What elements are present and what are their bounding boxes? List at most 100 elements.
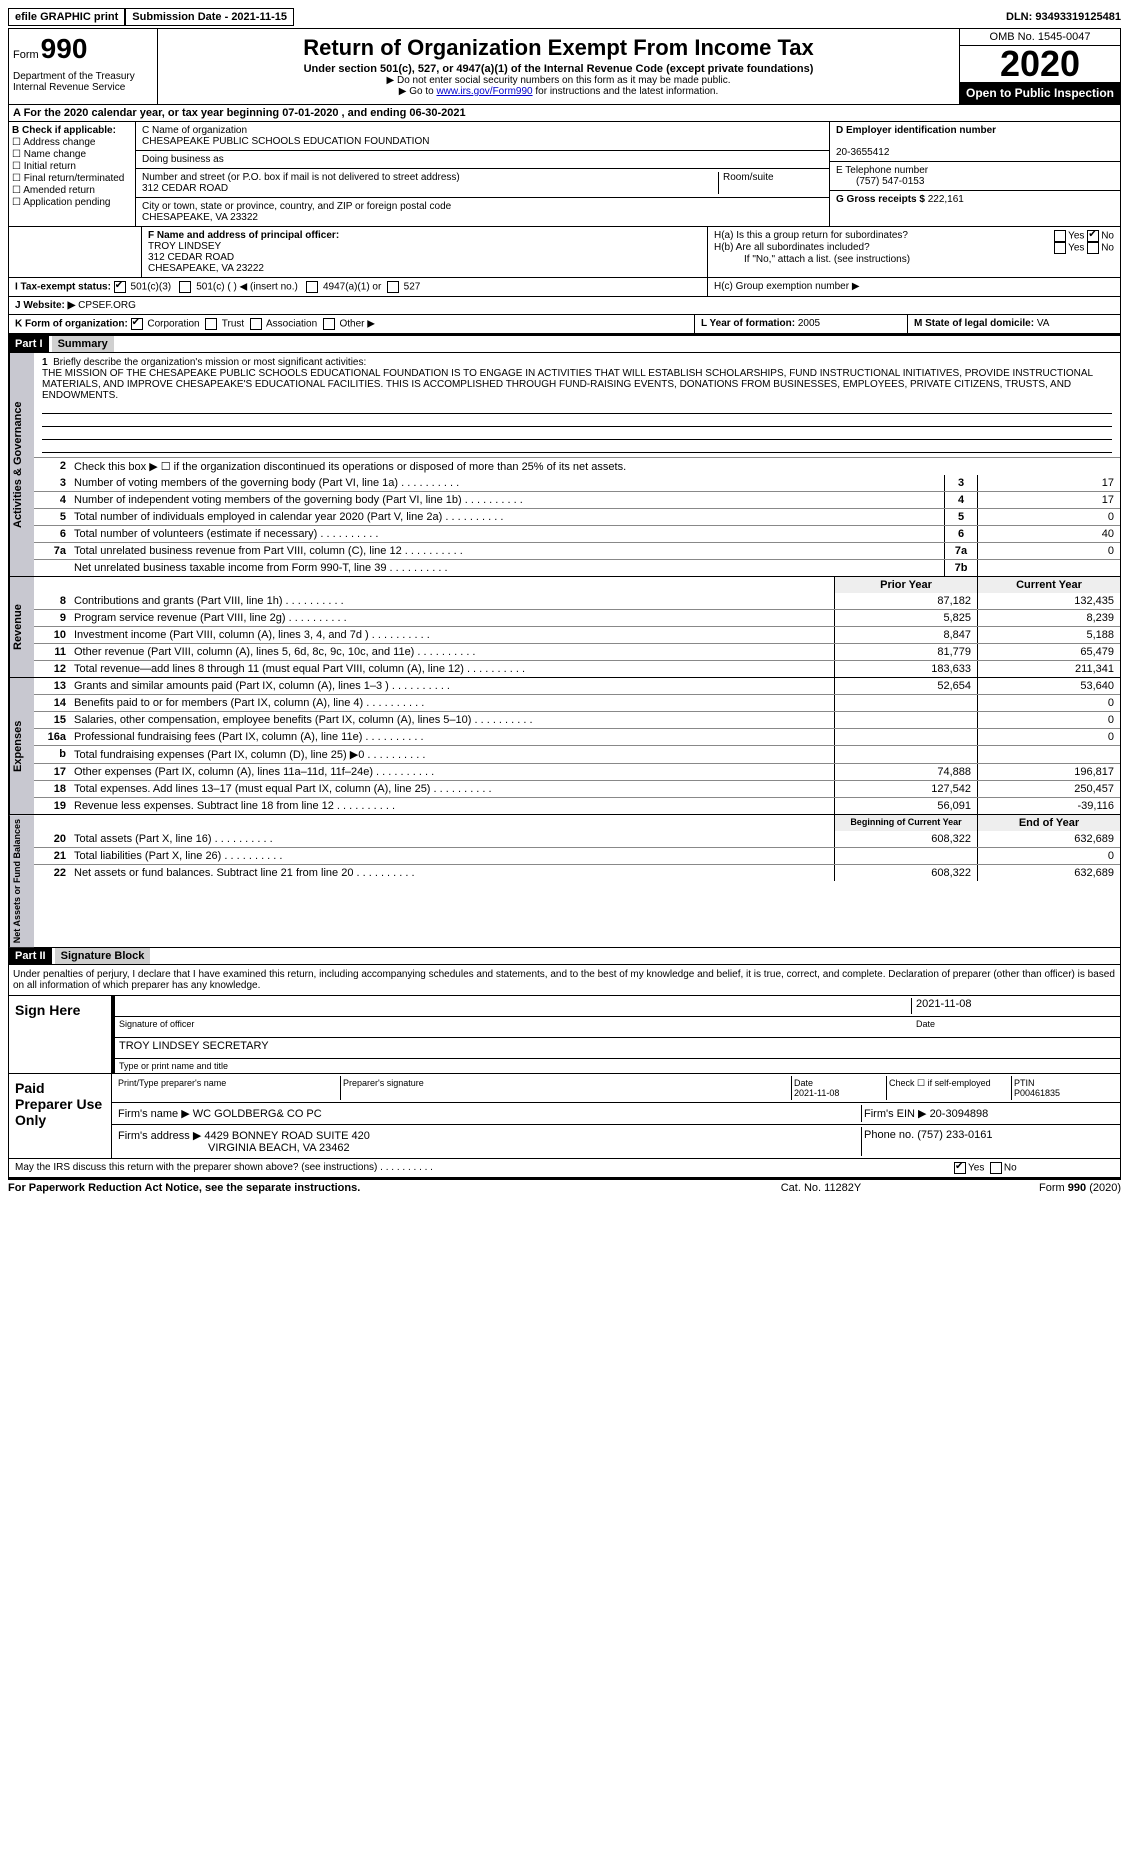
chk-501c[interactable] <box>179 281 191 293</box>
check-self-employed[interactable]: Check ☐ if self-employed <box>887 1076 1012 1100</box>
goto-pre: ▶ Go to <box>399 86 437 97</box>
summary-line: 16aProfessional fundraising fees (Part I… <box>34 728 1120 745</box>
dln: DLN: 93493319125481 <box>1006 11 1121 23</box>
prep-date: 2021-11-08 <box>794 1088 839 1098</box>
chk-501c3[interactable] <box>114 281 126 293</box>
hb-no[interactable] <box>1087 242 1099 254</box>
q1-text: THE MISSION OF THE CHESAPEAKE PUBLIC SCH… <box>42 368 1093 401</box>
officer-sig-date: 2021-11-08 <box>911 998 1116 1014</box>
officer-label: F Name and address of principal officer: <box>148 230 339 241</box>
section-governance: Activities & Governance 1 Briefly descri… <box>9 353 1120 577</box>
summary-line: 13Grants and similar amounts paid (Part … <box>34 678 1120 694</box>
form-container: Form 990 Department of the Treasury Inte… <box>8 28 1121 1178</box>
efile-print-button[interactable]: efile GRAPHIC print <box>8 8 125 26</box>
form-number: Form 990 <box>13 33 153 65</box>
part2-header-row: Part II Signature Block <box>9 948 1120 965</box>
summary-line: 3Number of voting members of the governi… <box>34 475 1120 491</box>
discuss-yes[interactable] <box>954 1162 966 1174</box>
tax-year: 2020 <box>960 46 1120 82</box>
row-a-tax-year: A For the 2020 calendar year, or tax yea… <box>9 105 1120 122</box>
top-bar: efile GRAPHIC print Submission Date - 20… <box>8 8 1121 26</box>
discuss-row: May the IRS discuss this return with the… <box>9 1159 1120 1177</box>
phone-value: (757) 547-0153 <box>836 176 924 187</box>
form-no: 990 <box>41 33 88 65</box>
domicile-label: M State of legal domicile: <box>914 318 1034 329</box>
prep-sig-label: Preparer's signature <box>341 1076 792 1100</box>
part1-header-row: Part I Summary <box>9 334 1120 353</box>
summary-line: 17Other expenses (Part IX, column (A), l… <box>34 763 1120 780</box>
ha-no[interactable] <box>1087 230 1099 242</box>
chk-application-pending[interactable]: ☐ Application pending <box>12 197 132 208</box>
chk-association[interactable] <box>250 318 262 330</box>
website-value: CPSEF.ORG <box>78 300 136 311</box>
chk-trust[interactable] <box>205 318 217 330</box>
chk-527[interactable] <box>387 281 399 293</box>
summary-line: 7aTotal unrelated business revenue from … <box>34 542 1120 559</box>
warning-ssn: ▶ Do not enter social security numbers o… <box>162 75 955 86</box>
summary-line: 14Benefits paid to or for members (Part … <box>34 694 1120 711</box>
hb-label: H(b) Are all subordinates included? <box>714 242 870 254</box>
discuss-no[interactable] <box>990 1162 1002 1174</box>
footer-catno: Cat. No. 11282Y <box>721 1182 921 1194</box>
firm-addr: 4429 BONNEY ROAD SUITE 420 <box>204 1130 369 1142</box>
city-value: CHESAPEAKE, VA 23322 <box>142 212 258 223</box>
officer-name: TROY LINDSEY <box>148 241 221 252</box>
room-label: Room/suite <box>723 172 774 183</box>
q2-text: Check this box ▶ ☐ if the organization d… <box>70 458 1120 475</box>
hb-note: If "No," attach a list. (see instruction… <box>714 254 1114 265</box>
year-formation-label: L Year of formation: <box>701 318 795 329</box>
chk-name-change[interactable]: ☐ Name change <box>12 149 132 160</box>
city-label: City or town, state or province, country… <box>142 201 451 212</box>
domicile-value: VA <box>1037 318 1050 329</box>
firm-name-label: Firm's name ▶ <box>118 1108 190 1120</box>
part1-label: Part I <box>9 336 49 352</box>
vlabel-revenue: Revenue <box>9 577 34 677</box>
row-f-h: F Name and address of principal officer:… <box>9 227 1120 278</box>
website-label: J Website: ▶ <box>15 300 75 311</box>
firm-ein: 20-3094898 <box>930 1108 989 1120</box>
chk-amended-return[interactable]: ☐ Amended return <box>12 185 132 196</box>
discuss-label: May the IRS discuss this return with the… <box>15 1162 377 1173</box>
date-label: Date <box>912 1019 1116 1035</box>
mission-block: 1 Briefly describe the organization's mi… <box>34 353 1120 457</box>
col-b-header: B Check if applicable: <box>12 125 132 136</box>
summary-line: Net unrelated business taxable income fr… <box>34 559 1120 576</box>
dba-label: Doing business as <box>142 154 224 165</box>
chk-final-return[interactable]: ☐ Final return/terminated <box>12 173 132 184</box>
chk-4947[interactable] <box>306 281 318 293</box>
paid-preparer-label: Paid Preparer Use Only <box>9 1074 111 1158</box>
irs-link[interactable]: www.irs.gov/Form990 <box>436 86 532 97</box>
q1-label: Briefly describe the organization's miss… <box>53 357 366 368</box>
chk-address-change[interactable]: ☐ Address change <box>12 137 132 148</box>
chk-corporation[interactable] <box>131 318 143 330</box>
street-value: 312 CEDAR ROAD <box>142 183 228 194</box>
form-subtitle: Under section 501(c), 527, or 4947(a)(1)… <box>162 63 955 75</box>
ein-label: D Employer identification number <box>836 125 996 136</box>
col-b-checkboxes: B Check if applicable: ☐ Address change … <box>9 122 136 226</box>
chk-other[interactable] <box>323 318 335 330</box>
form-title: Return of Organization Exempt From Incom… <box>162 35 955 61</box>
ha-yes[interactable] <box>1054 230 1066 242</box>
officer-city: CHESAPEAKE, VA 23222 <box>148 263 264 274</box>
footer-form: Form 990 (2020) <box>921 1182 1121 1194</box>
ha-label: H(a) Is this a group return for subordin… <box>714 230 908 242</box>
summary-line: 15Salaries, other compensation, employee… <box>34 711 1120 728</box>
summary-line: 4Number of independent voting members of… <box>34 491 1120 508</box>
firm-addr-label: Firm's address ▶ <box>118 1130 201 1142</box>
form-prefix: Form <box>13 49 39 61</box>
part1-title: Summary <box>52 336 114 352</box>
col-current-year: Current Year <box>977 577 1120 593</box>
summary-line: 21Total liabilities (Part X, line 26)0 <box>34 847 1120 864</box>
chk-initial-return[interactable]: ☐ Initial return <box>12 161 132 172</box>
col-beginning-year: Beginning of Current Year <box>834 815 977 831</box>
hb-yes[interactable] <box>1054 242 1066 254</box>
section-net-assets: Net Assets or Fund Balances Beginning of… <box>9 815 1120 948</box>
org-name: CHESAPEAKE PUBLIC SCHOOLS EDUCATION FOUN… <box>142 136 429 147</box>
section-expenses: Expenses 13Grants and similar amounts pa… <box>9 678 1120 815</box>
summary-line: 18Total expenses. Add lines 13–17 (must … <box>34 780 1120 797</box>
firm-city: VIRGINIA BEACH, VA 23462 <box>118 1142 350 1154</box>
form-org-label: K Form of organization: <box>15 319 128 330</box>
section-revenue: Revenue Prior Year Current Year 8Contrib… <box>9 577 1120 678</box>
col-c-org-info: C Name of organization CHESAPEAKE PUBLIC… <box>136 122 829 226</box>
ein-value: 20-3655412 <box>836 147 889 158</box>
